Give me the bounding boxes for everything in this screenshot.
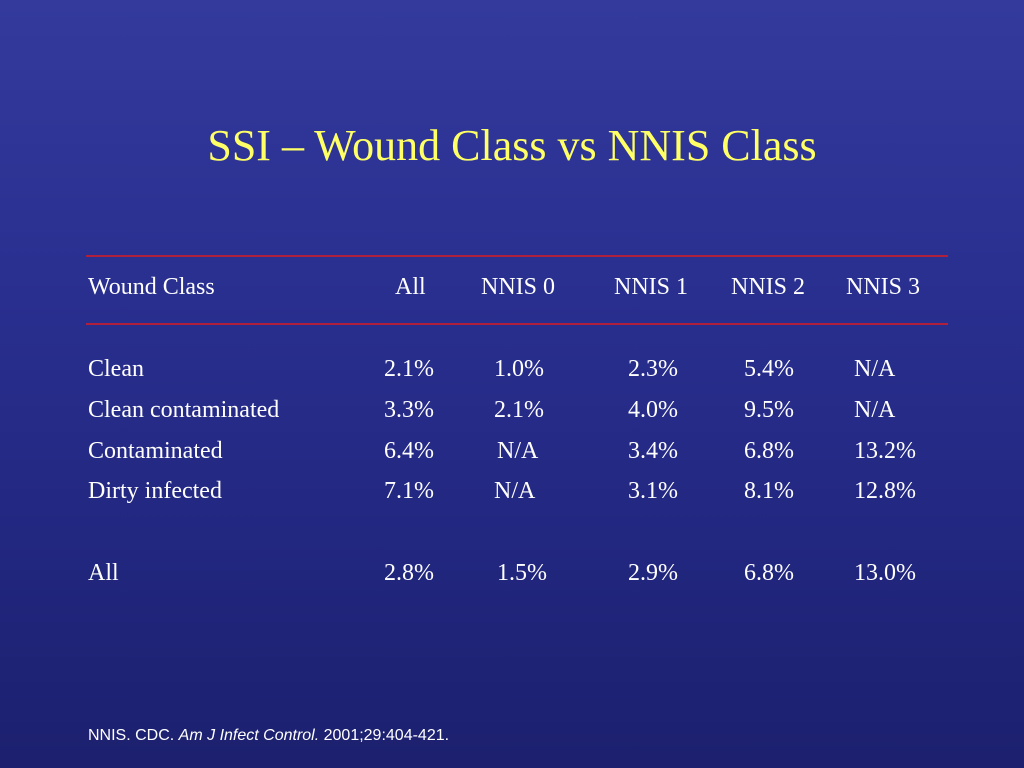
header-nnis-3: NNIS 3 bbox=[846, 273, 920, 301]
cell-all: 3.3% bbox=[384, 396, 434, 424]
cell-nnis-0: N/A bbox=[494, 477, 535, 505]
header-nnis-1: NNIS 1 bbox=[614, 273, 688, 301]
cell-nnis-1: 3.4% bbox=[628, 437, 678, 465]
cell-nnis-1: 2.9% bbox=[628, 559, 678, 587]
row-label: Dirty infected bbox=[88, 477, 222, 505]
cell-nnis-2: 6.8% bbox=[744, 437, 794, 465]
row-label: Contaminated bbox=[88, 437, 223, 465]
row-label: All bbox=[88, 559, 119, 587]
cell-all: 2.8% bbox=[384, 559, 434, 587]
cell-nnis-2: 8.1% bbox=[744, 477, 794, 505]
table-top-rule bbox=[86, 255, 948, 257]
citation: NNIS. CDC. Am J Infect Control. 2001;29:… bbox=[88, 726, 449, 746]
slide-title: SSI – Wound Class vs NNIS Class bbox=[0, 118, 1024, 174]
header-all: All bbox=[395, 273, 426, 301]
cell-nnis-0: 2.1% bbox=[494, 396, 544, 424]
cell-nnis-0: 1.5% bbox=[497, 559, 547, 587]
header-nnis-2: NNIS 2 bbox=[731, 273, 805, 301]
row-label: Clean bbox=[88, 355, 144, 383]
cell-all: 7.1% bbox=[384, 477, 434, 505]
cell-nnis-0: 1.0% bbox=[494, 355, 544, 383]
cell-nnis-3: N/A bbox=[854, 396, 895, 424]
row-label: Clean contaminated bbox=[88, 396, 279, 424]
cell-nnis-3: 12.8% bbox=[854, 477, 916, 505]
cell-nnis-2: 5.4% bbox=[744, 355, 794, 383]
cell-all: 6.4% bbox=[384, 437, 434, 465]
citation-prefix: NNIS. CDC. bbox=[88, 727, 179, 744]
cell-nnis-2: 9.5% bbox=[744, 396, 794, 424]
table-header-rule bbox=[86, 323, 948, 325]
cell-nnis-3: 13.0% bbox=[854, 559, 916, 587]
cell-all: 2.1% bbox=[384, 355, 434, 383]
citation-suffix: 2001;29:404-421. bbox=[319, 727, 449, 744]
cell-nnis-3: N/A bbox=[854, 355, 895, 383]
header-wound-class: Wound Class bbox=[88, 273, 215, 301]
cell-nnis-1: 4.0% bbox=[628, 396, 678, 424]
cell-nnis-0: N/A bbox=[497, 437, 538, 465]
cell-nnis-3: 13.2% bbox=[854, 437, 916, 465]
cell-nnis-2: 6.8% bbox=[744, 559, 794, 587]
cell-nnis-1: 2.3% bbox=[628, 355, 678, 383]
cell-nnis-1: 3.1% bbox=[628, 477, 678, 505]
header-nnis-0: NNIS 0 bbox=[481, 273, 555, 301]
citation-journal: Am J Infect Control. bbox=[179, 727, 320, 744]
